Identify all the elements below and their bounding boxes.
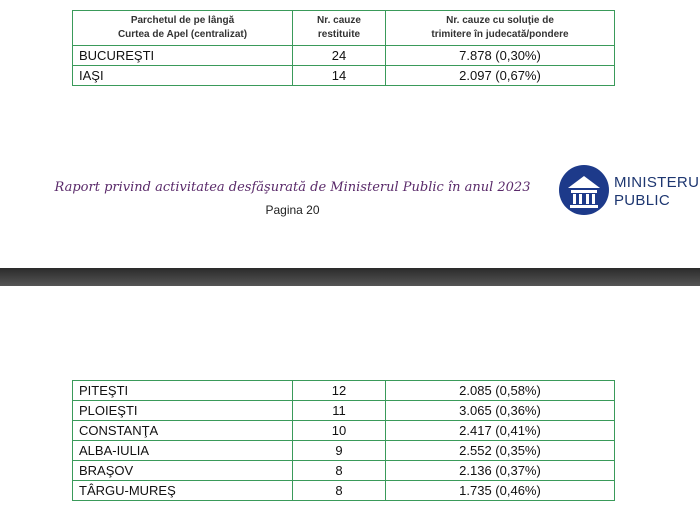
page-break [0,268,700,286]
table-cell: 14 [292,65,386,86]
logo: MINISTERUL PUBLIC [556,162,700,218]
header-line: Nr. cauze [317,15,361,26]
page-number: Pagina 20 [265,203,320,217]
table-cell: CONSTANŢA [72,420,293,441]
table-row: CONSTANŢA 10 2.417 (0,41%) [72,420,615,441]
table-cell: BUCUREŞTI [72,45,293,66]
table-cell: 8 [292,460,386,481]
table-cell: 2.552 (0,35%) [385,440,615,461]
header-line: Curtea de Apel (centralizat) [117,29,248,40]
top-table: Parchetul de pe lângă Curtea de Apel (cen… [72,10,615,86]
bottom-table: PITEŞTI 12 2.085 (0,58%) PLOIEŞTI 11 3.065 (0… [72,380,615,501]
header-line: restituite [317,29,361,40]
header-cell: Parchetul de pe lângă Curtea de Apel (cen… [72,10,293,46]
table-row: PLOIEŞTI 11 3.065 (0,36%) [72,400,615,421]
table-cell: 8 [292,480,386,501]
table-cell: 10 [292,420,386,441]
table-row: TÂRGU-MUREŞ 8 1.735 (0,46%) [72,480,615,501]
table-cell: 2.136 (0,37%) [385,460,615,481]
table-cell: PITEŞTI [72,380,293,401]
logo-text: MINISTERUL [614,174,700,191]
table-cell: PLOIEŞTI [72,400,293,421]
table-row: BRAŞOV 8 2.136 (0,37%) [72,460,615,481]
footer-title: Raport privind activitatea desfăşurată d… [54,180,531,195]
table-cell: 2.085 (0,58%) [385,380,615,401]
table-row: IAŞI 14 2.097 (0,67%) [72,65,615,86]
table-cell: 1.735 (0,46%) [385,480,615,501]
table-cell: 2.097 (0,67%) [385,65,615,86]
table-cell: 2.417 (0,41%) [385,420,615,441]
table-cell: 11 [292,400,386,421]
table-row: BUCUREŞTI 24 7.878 (0,30%) [72,45,615,66]
table-cell: 24 [292,45,386,66]
header-line: trimitere în judecată/pondere [431,29,569,40]
table-cell: 12 [292,380,386,401]
table-cell: TÂRGU-MUREŞ [72,480,293,501]
table-row: PITEŞTI 12 2.085 (0,58%) [72,380,615,401]
table-cell: IAŞI [72,65,293,86]
header-cell: Nr. cauze cu soluţie de trimitere în jude… [385,10,615,46]
table-row: ALBA-IULIA 9 2.552 (0,35%) [72,440,615,461]
header-row: Parchetul de pe lângă Curtea de Apel (cen… [72,10,615,46]
table-cell: BRAŞOV [72,460,293,481]
table-cell: 3.065 (0,36%) [385,400,615,421]
table-cell: ALBA-IULIA [72,440,293,461]
table-cell: 9 [292,440,386,461]
header-line: Parchetul de pe lângă [130,15,235,26]
logo-text: PUBLIC [614,192,670,209]
logo-emblem [559,165,609,215]
table-cell: 7.878 (0,30%) [385,45,615,66]
header-cell: Nr. cauze restituite [292,10,386,46]
header-line: Nr. cauze cu soluţie de [446,15,554,26]
